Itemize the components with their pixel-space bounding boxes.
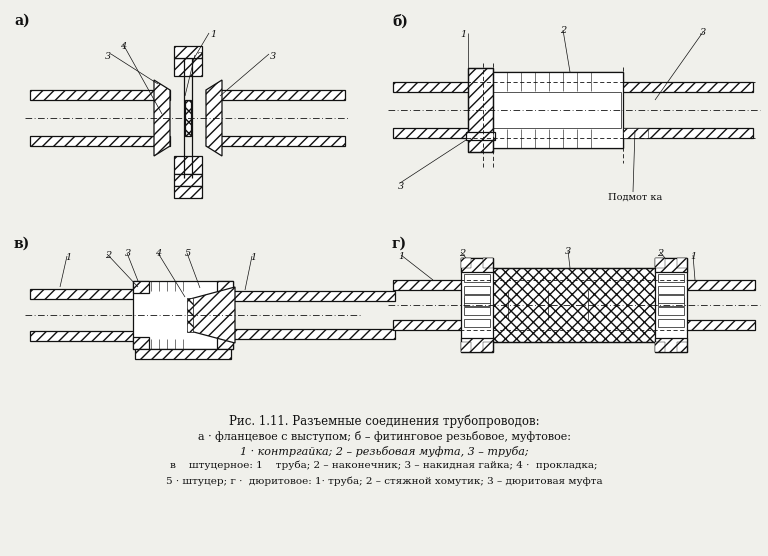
Bar <box>464 298 490 306</box>
Bar <box>135 349 231 359</box>
Bar <box>133 337 149 349</box>
Text: 1 · контргайка; 2 – резьбовая муфта, 3 – труба;: 1 · контргайка; 2 – резьбовая муфта, 3 –… <box>240 446 528 457</box>
Text: 2: 2 <box>196 52 202 61</box>
Text: 3: 3 <box>125 249 131 258</box>
Bar <box>393 280 473 290</box>
Bar <box>677 258 687 268</box>
Text: 2: 2 <box>459 249 465 258</box>
Bar <box>658 298 684 306</box>
Text: 5: 5 <box>185 249 191 258</box>
Bar <box>655 280 755 290</box>
Bar <box>133 281 233 349</box>
Bar <box>468 68 493 152</box>
Bar <box>483 72 623 148</box>
Bar <box>174 46 202 58</box>
Text: 1: 1 <box>398 252 404 261</box>
Bar <box>655 338 687 352</box>
Bar <box>174 58 202 76</box>
Bar <box>464 319 490 327</box>
Bar <box>655 258 687 272</box>
Text: 1: 1 <box>250 253 257 262</box>
Text: 2: 2 <box>105 251 111 260</box>
Text: 5 · штуцер; г ·  дюритовое: 1· труба; 2 – стяжной хомутик; 3 – дюритовая муфта: 5 · штуцер; г · дюритовое: 1· труба; 2 –… <box>166 476 602 485</box>
Bar <box>217 337 233 349</box>
Bar <box>464 274 490 282</box>
Bar <box>613 128 753 138</box>
Bar <box>655 320 755 330</box>
Bar <box>468 68 493 152</box>
Bar <box>206 90 345 100</box>
Text: 2: 2 <box>657 249 664 258</box>
Bar <box>217 281 233 293</box>
Text: 1: 1 <box>65 253 71 262</box>
Bar <box>655 258 665 268</box>
Bar <box>187 298 193 332</box>
Bar <box>30 331 135 341</box>
Bar <box>658 295 684 303</box>
Bar <box>393 320 473 330</box>
Bar <box>468 268 660 342</box>
Bar <box>658 319 684 327</box>
Bar <box>461 258 493 352</box>
Bar <box>483 72 623 86</box>
Bar <box>174 156 202 174</box>
Text: а · фланцевое с выступом; б – фитинговое резьбовое, муфтовое:: а · фланцевое с выступом; б – фитинговое… <box>197 431 571 442</box>
Bar <box>623 128 648 138</box>
Bar <box>464 307 490 315</box>
Bar <box>230 329 395 339</box>
Bar <box>655 342 665 352</box>
Polygon shape <box>135 285 190 345</box>
Bar <box>30 136 170 146</box>
Bar <box>461 338 493 352</box>
Text: 2: 2 <box>560 26 566 35</box>
Polygon shape <box>190 287 235 343</box>
Text: 4: 4 <box>120 42 126 51</box>
Bar <box>658 286 684 294</box>
Bar <box>174 174 202 186</box>
Bar <box>658 274 684 282</box>
Bar <box>185 100 191 136</box>
Bar <box>677 342 687 352</box>
Text: Подмот ка: Подмот ка <box>608 193 662 202</box>
Polygon shape <box>206 80 222 156</box>
Text: 1: 1 <box>690 252 697 261</box>
Bar <box>658 307 684 315</box>
Text: в    штуцерное: 1    труба; 2 – наконечник; 3 – накидная гайка; 4 ·  прокладка;: в штуцерное: 1 труба; 2 – наконечник; 3 … <box>170 461 598 470</box>
Bar <box>483 342 493 352</box>
Text: г): г) <box>392 237 407 251</box>
Bar <box>133 281 149 293</box>
Text: 3: 3 <box>270 52 276 61</box>
Text: 1: 1 <box>460 30 466 39</box>
Text: 3: 3 <box>565 247 571 256</box>
Bar <box>461 258 493 272</box>
Bar <box>206 136 345 146</box>
Polygon shape <box>154 80 170 156</box>
Bar <box>30 90 170 100</box>
Bar <box>468 268 660 342</box>
Bar <box>393 128 503 138</box>
Text: 1: 1 <box>210 30 217 39</box>
Bar <box>393 82 503 92</box>
Text: в): в) <box>14 237 30 251</box>
Bar <box>30 289 135 299</box>
Bar <box>230 291 395 301</box>
Bar <box>485 92 621 128</box>
Bar <box>461 342 471 352</box>
Text: 3: 3 <box>398 182 404 191</box>
Text: 3: 3 <box>700 28 707 37</box>
Text: 4: 4 <box>155 249 161 258</box>
Text: а): а) <box>14 14 30 28</box>
Bar <box>466 132 495 140</box>
Bar <box>613 82 753 92</box>
Bar <box>461 258 471 268</box>
Bar <box>483 134 623 148</box>
Bar <box>174 186 202 198</box>
Text: Рис. 1.11. Разъемные соединения трубопроводов:: Рис. 1.11. Разъемные соединения трубопро… <box>229 415 539 429</box>
Bar <box>464 295 490 303</box>
Bar <box>655 258 687 352</box>
Bar <box>464 286 490 294</box>
Text: б): б) <box>392 14 408 28</box>
Bar <box>483 258 493 268</box>
Text: 3: 3 <box>105 52 111 61</box>
